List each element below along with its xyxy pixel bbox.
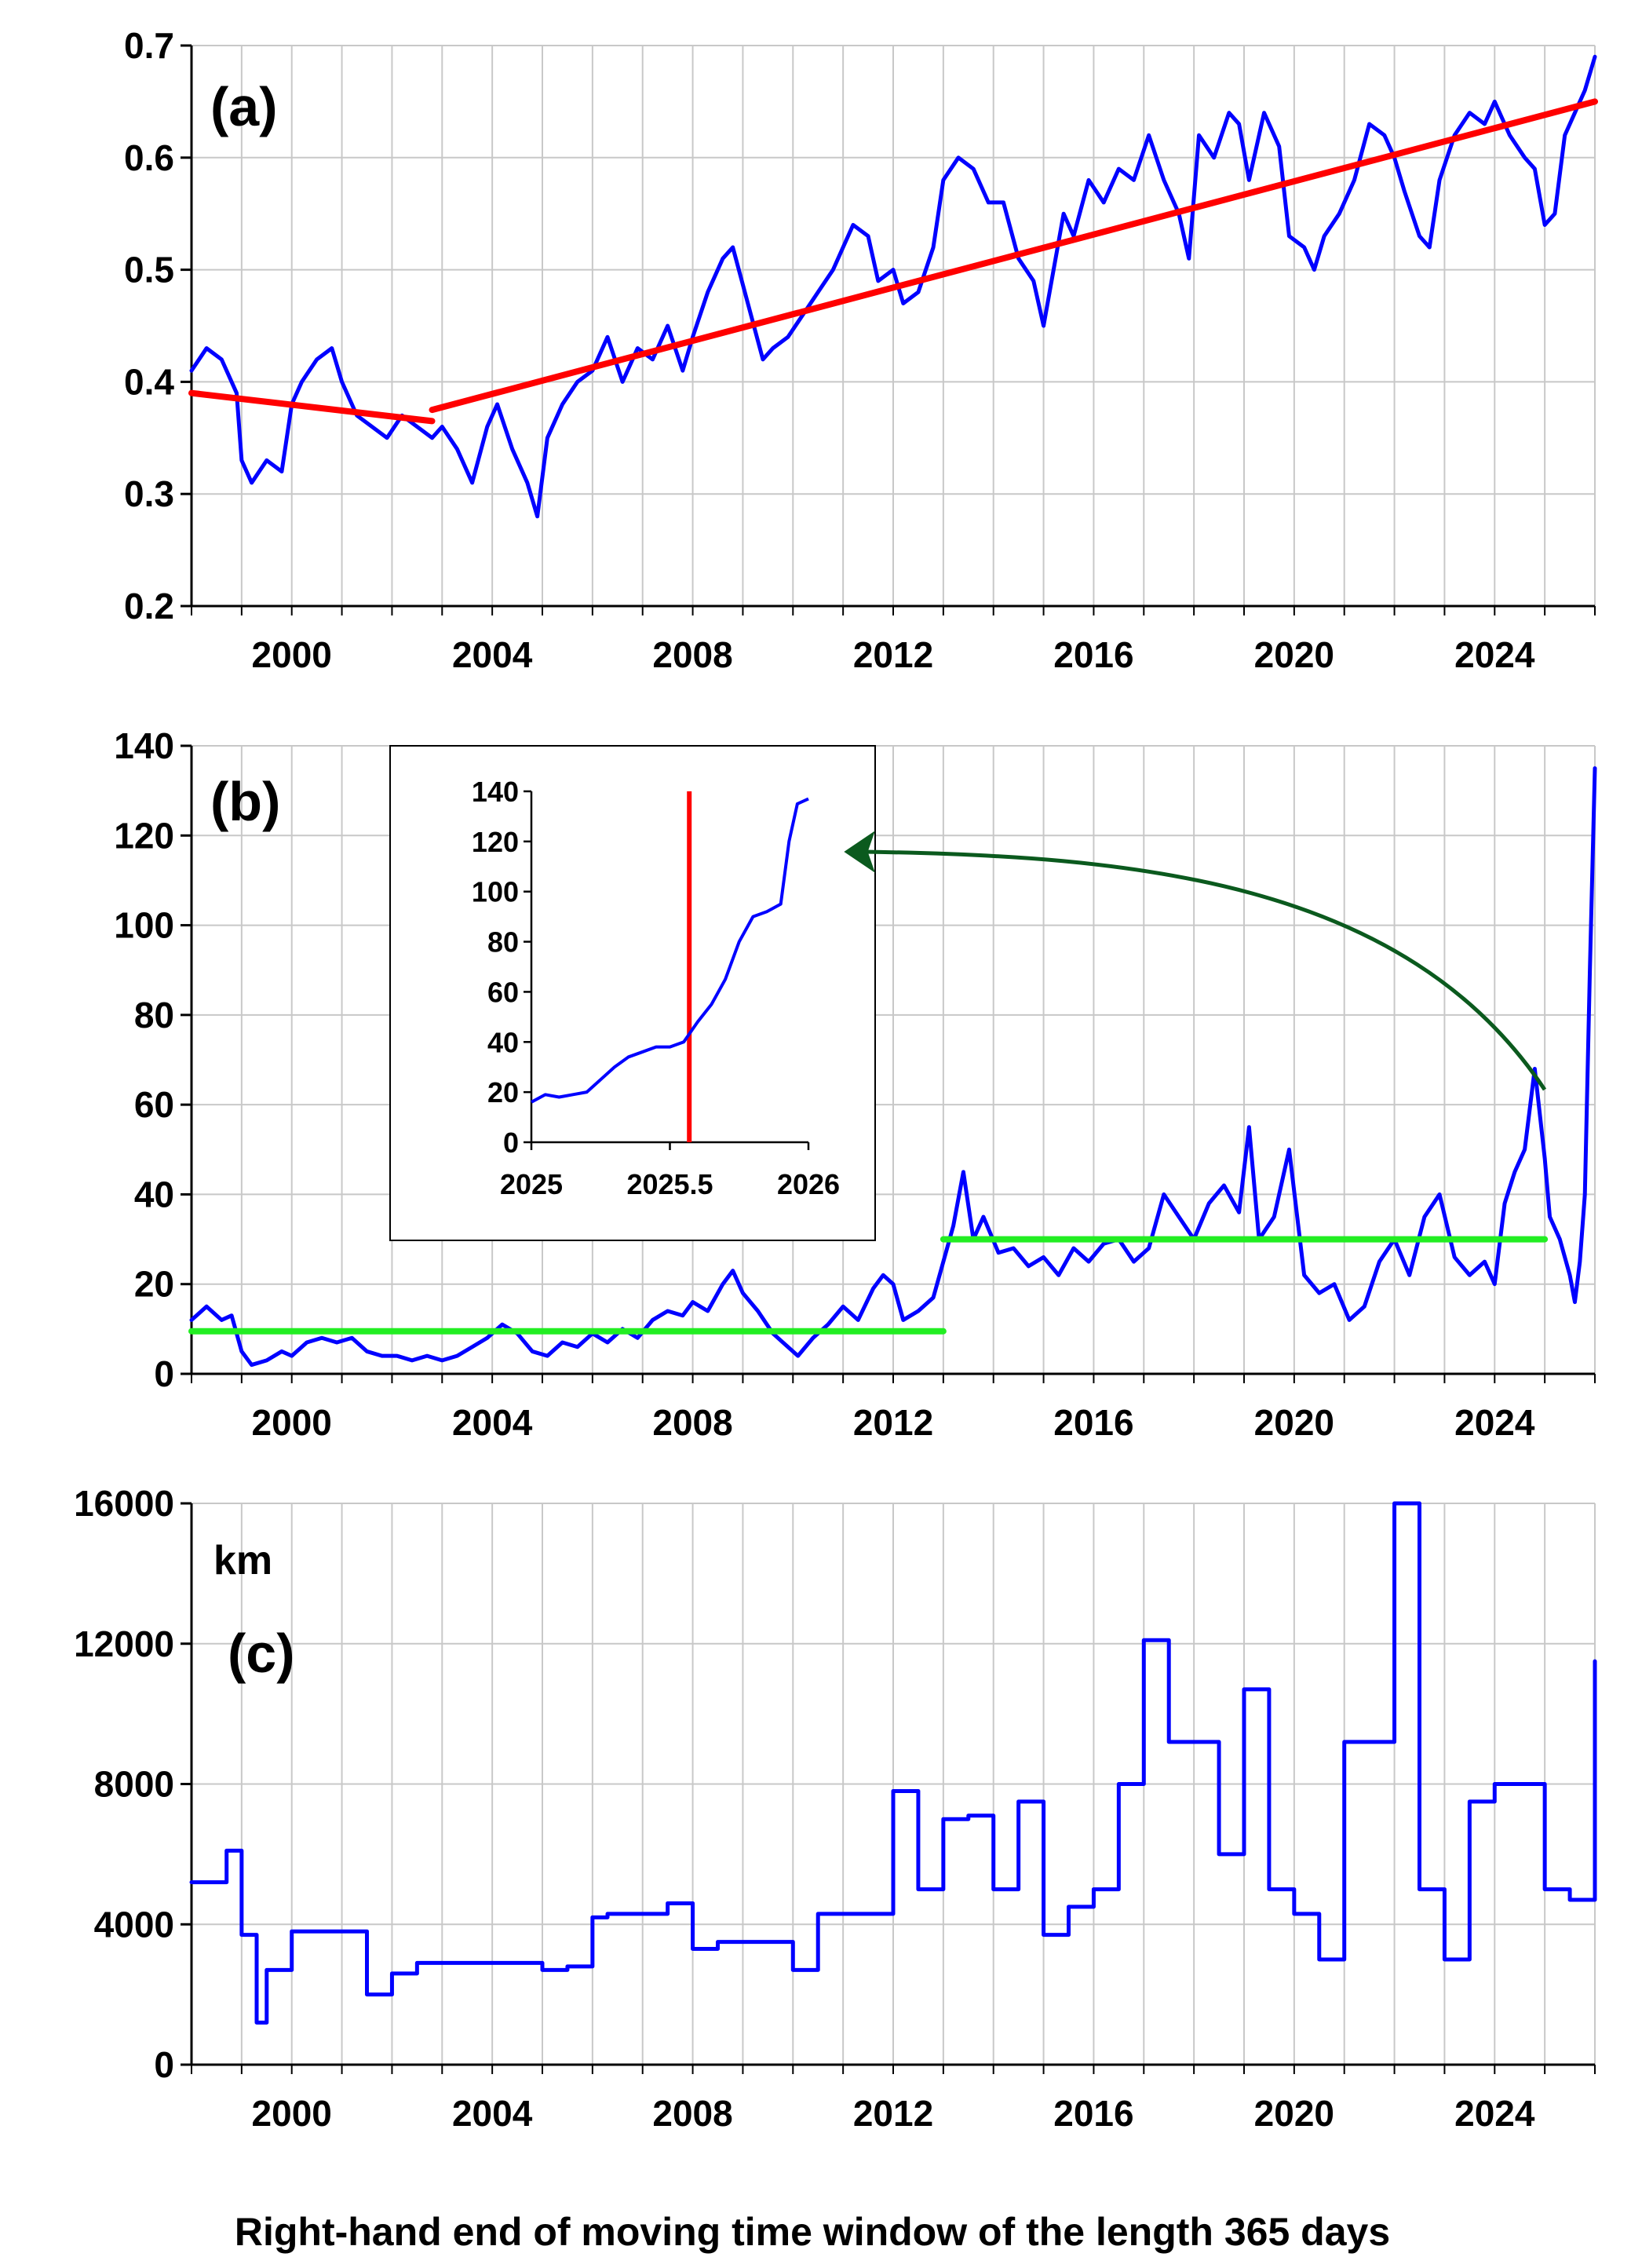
grid [191, 45, 1596, 607]
x-tick-label: 2012 [853, 2093, 933, 2134]
inset-x-tick-label: 2025.5 [626, 1168, 713, 1200]
inset-y-tick-label: 40 [487, 1026, 519, 1058]
y-tick-label: 4000 [94, 1904, 174, 1945]
x-tick-label: 2004 [452, 634, 533, 675]
x-tick-label: 2012 [853, 1402, 933, 1443]
inset-y-tick-label: 100 [472, 876, 519, 908]
y-tick-label: 12000 [74, 1623, 174, 1664]
x-axis-label: Right-hand end of moving time window of … [235, 2210, 1390, 2254]
x-tick-label: 2024 [1454, 2093, 1535, 2134]
panel-b-chart: 0 20 40 60 80 100 120 140 2000 2004 2008 2012 2016 20… [114, 725, 1597, 1443]
y-tick-label: 0.3 [124, 473, 174, 514]
series-trend-2 [429, 98, 1598, 414]
inset-y-tick-label: 0 [503, 1127, 519, 1159]
inset-y-tick-label: 60 [487, 976, 519, 1008]
y-tick-label: 20 [134, 1264, 174, 1305]
inset-y-tick-label: 20 [487, 1076, 519, 1108]
x-tick-label: 2020 [1254, 2093, 1334, 2134]
series-data [189, 54, 1597, 519]
x-tick-label: 2020 [1254, 1402, 1334, 1443]
inset-y-tick-label: 80 [487, 926, 519, 959]
x-tick-label: 2000 [252, 2093, 332, 2134]
arrow [844, 831, 1547, 1091]
inset-frame [389, 745, 876, 1241]
x-tick-label: 2016 [1053, 1402, 1133, 1443]
x-tick-label: 2000 [252, 1402, 332, 1443]
y-tick-label: 0.7 [124, 25, 174, 66]
panel-a-chart: 0.2 0.3 0.4 0.5 0.6 0.7 2000 2004 2008 2012 2016 20… [124, 25, 1598, 675]
arrow-head [844, 831, 875, 873]
x-tick-label: 2016 [1053, 634, 1133, 675]
y-tick-label: 60 [134, 1084, 174, 1125]
y-tick-label: 16000 [74, 1483, 174, 1524]
y-tick-label: 0 [154, 2044, 174, 2085]
x-tick-label: 2024 [1454, 634, 1535, 675]
x-tick-label: 2000 [252, 634, 332, 675]
inset-series [531, 797, 809, 1104]
series-data [189, 766, 1597, 1368]
x-tick-label: 2016 [1053, 2093, 1133, 2134]
x-tick-label: 2008 [652, 1402, 732, 1443]
series-data [189, 1501, 1597, 2025]
y-axis-label: km [213, 1538, 272, 1583]
y-tick-label: 40 [134, 1174, 174, 1214]
x-tick-label: 2004 [452, 2093, 533, 2134]
series-trend-1 [188, 389, 436, 425]
panel-c-chart: 0 4000 8000 12000 16000 2000 2004 2008 2012 2016 2… [74, 1483, 1597, 2134]
x-tick-label: 2008 [652, 634, 732, 675]
x-tick-label: 2012 [853, 634, 933, 675]
y-tick-label: 0.6 [124, 137, 174, 178]
y-tick-label: 0.5 [124, 250, 174, 290]
x-tick-label: 2004 [452, 1402, 533, 1443]
y-tick-label: 0.4 [124, 361, 174, 402]
x-tick-label: 2020 [1254, 634, 1334, 675]
inset-y-tick-label: 120 [472, 826, 519, 858]
inset-y-tick-label: 140 [472, 776, 519, 808]
y-tick-label: 80 [134, 995, 174, 1035]
inset-x-tick-label: 2025 [500, 1168, 563, 1200]
y-tick-label: 100 [114, 905, 174, 946]
inset-chart: 0 20 40 60 80 100 120 140 2025 2025.5 2026 [389, 745, 876, 1241]
y-tick-label: 140 [114, 725, 174, 766]
panel-label: (a) [210, 76, 278, 137]
grid [191, 1503, 1596, 2065]
arrow-curve [863, 849, 1547, 1091]
y-tick-label: 0 [154, 1353, 174, 1394]
y-tick-label: 8000 [94, 1764, 174, 1805]
x-tick-label: 2024 [1454, 1402, 1535, 1443]
y-tick-label: 0.2 [124, 586, 174, 626]
x-tick-label: 2008 [652, 2093, 732, 2134]
panel-label: (b) [210, 771, 280, 832]
panel-label: (c) [228, 1623, 295, 1684]
inset-x-tick-label: 2026 [777, 1168, 840, 1200]
y-tick-label: 120 [114, 815, 174, 856]
